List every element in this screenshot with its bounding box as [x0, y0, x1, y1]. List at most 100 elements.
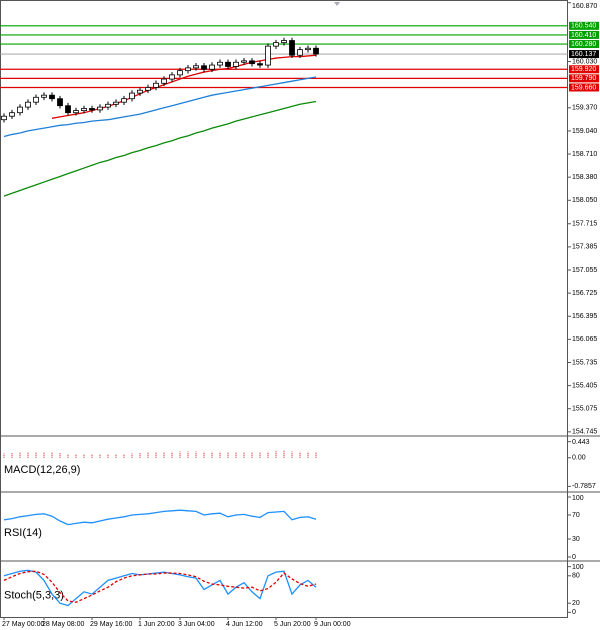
candle-body	[233, 61, 239, 67]
candle-body	[113, 101, 119, 105]
y-tick-label: 70	[572, 512, 580, 519]
candle-body	[89, 108, 95, 111]
candle-body	[129, 92, 135, 100]
level-box	[569, 40, 599, 49]
y-tick-label: 156.725	[572, 290, 597, 297]
y-tick-label: 0.443	[572, 439, 590, 446]
y-tick-label: 160.030	[572, 58, 597, 65]
y-tick-label: 158.710	[572, 151, 597, 158]
y-tick-label: 30	[572, 536, 580, 543]
level-label: 159.790	[571, 75, 596, 82]
y-tick-label: 157.715	[572, 221, 597, 228]
y-tick-label: 159.370	[572, 105, 597, 112]
y-tick-label: 155.405	[572, 382, 597, 389]
indicator-line	[3, 570, 317, 603]
indicator-label: Stoch(5,3,3)	[4, 589, 64, 601]
candle-body	[257, 63, 263, 66]
x-tick-label: 1 Jun 20:00	[138, 621, 175, 628]
y-tick-label: 156.395	[572, 313, 597, 320]
y-tick-label: 0	[572, 609, 576, 616]
y-tick-label: 80	[572, 573, 580, 580]
level-box	[569, 30, 599, 39]
indicator-line	[3, 569, 317, 607]
x-tick-label: 28 May 08:00	[42, 621, 85, 628]
indicator-line	[3, 76, 317, 138]
indicator-label: MACD(12,26,9)	[4, 464, 80, 476]
candle-body	[169, 74, 175, 80]
candle-body	[33, 96, 39, 103]
y-tick-label: 157.055	[572, 267, 597, 274]
candle-body	[273, 42, 279, 47]
y-tick-label: 155.735	[572, 359, 597, 366]
indicator-line	[51, 54, 317, 119]
x-tick-label: 4 Jun 12:00	[226, 621, 263, 628]
candle-body	[289, 40, 295, 56]
x-tick-label: 3 Jun 04:00	[178, 621, 215, 628]
price-label: 160.137	[571, 51, 596, 58]
candle-body	[9, 112, 15, 117]
x-tick-label: 29 May 16:00	[90, 621, 133, 628]
y-tick-label: 0.00	[572, 455, 586, 462]
candle-body	[313, 47, 319, 55]
y-tick-label: 0	[572, 554, 576, 561]
level-label: 160.280	[571, 41, 596, 48]
level-box	[569, 65, 599, 74]
y-tick-label: -0.7857	[572, 483, 596, 490]
x-tick-label: 9 Jun 00:00	[314, 621, 351, 628]
level-label: 160.540	[571, 23, 596, 30]
x-tick-label: 27 May 00:00	[2, 621, 45, 628]
indicator-line	[3, 509, 317, 526]
level-box	[569, 74, 599, 83]
y-tick-label: 100	[572, 564, 584, 571]
candle-body	[81, 108, 87, 112]
y-tick-label: 100	[572, 495, 584, 502]
candle-body	[265, 45, 271, 66]
candle-body	[145, 87, 151, 91]
y-tick-label: 155.075	[572, 406, 597, 413]
candle-body	[41, 94, 47, 98]
candle-body	[73, 110, 79, 114]
candle-body	[185, 67, 191, 72]
y-tick-label: 156.065	[572, 336, 597, 343]
y-tick-label: 160.870	[572, 3, 597, 10]
candle-body	[161, 78, 167, 84]
candle-body	[305, 47, 311, 51]
candle-body	[249, 60, 255, 65]
candle-body	[17, 106, 23, 114]
indicator-line	[3, 100, 317, 197]
candle-body	[49, 94, 55, 100]
candle-body	[241, 60, 247, 63]
candle-body	[105, 103, 111, 108]
x-tick-label: 5 Jun 20:00	[274, 621, 311, 628]
candle-body	[57, 98, 63, 107]
candle-body	[297, 49, 303, 56]
y-tick-label: 159.040	[572, 128, 597, 135]
candle-body	[281, 40, 287, 44]
candle-body	[193, 65, 199, 69]
level-box	[569, 21, 599, 30]
y-tick-label: 20	[572, 600, 580, 607]
candle-body	[121, 98, 127, 103]
candle-body	[225, 61, 231, 67]
y-tick-label: 157.385	[572, 244, 597, 251]
level-label: 160.410	[571, 32, 596, 39]
plot-frame	[0, 0, 568, 618]
y-tick-label: 158.050	[572, 197, 597, 204]
shift-marker	[334, 2, 340, 6]
indicator-label: RSI(14)	[4, 527, 42, 539]
candle-body	[201, 65, 207, 70]
candle-body	[153, 82, 159, 88]
candle-body	[209, 64, 215, 70]
candle-body	[25, 101, 31, 108]
candle-body	[97, 106, 103, 111]
candle-body	[217, 61, 223, 66]
candle-body	[1, 115, 7, 121]
price-box	[569, 50, 599, 59]
candle-body	[177, 70, 183, 76]
candle-body	[137, 89, 143, 94]
level-label: 159.660	[571, 84, 596, 91]
y-tick-label: 158.380	[572, 174, 597, 181]
y-tick-label: 154.745	[572, 429, 597, 436]
